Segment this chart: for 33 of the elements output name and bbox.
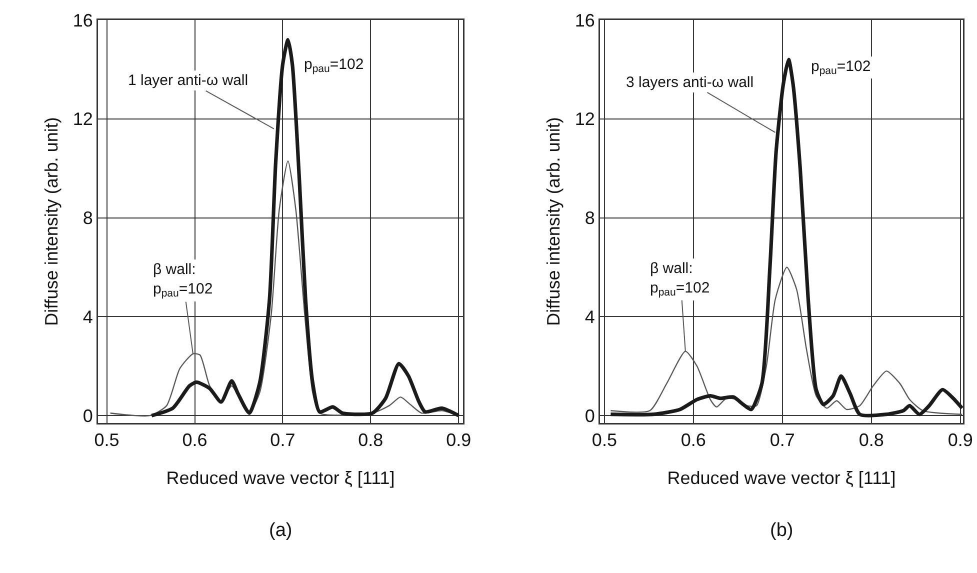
x-tick-label: 0.7	[770, 430, 795, 450]
annotation: 3 layers anti-ω wall	[626, 74, 754, 91]
y-tick-label: 0	[584, 406, 595, 426]
y-axis-title: Diffuse intensity (arb. unit)	[41, 117, 62, 326]
x-tick-label: 0.8	[358, 430, 384, 450]
x-tick-label: 0.9	[948, 430, 973, 450]
annotation: β wall: p$_{pau}$=102	[650, 260, 710, 299]
x-tick-label: 0.7	[270, 430, 296, 450]
y-tick-label: 12	[574, 109, 595, 130]
text: (b)	[770, 520, 794, 541]
y-tick-label: 8	[584, 208, 595, 228]
x-tick-label: 0.9	[446, 430, 472, 450]
text: (a)	[269, 520, 292, 541]
annotation: β wall: p$_{pau}$=102	[153, 261, 213, 300]
annotation: 1 layer anti-ω wall	[128, 72, 248, 89]
y-axis-title: Diffuse intensity (arb. unit)	[543, 117, 564, 326]
annotation: p$_{pau}$=102	[304, 56, 364, 76]
y-tick-label: 4	[82, 306, 93, 327]
x-tick-label: 0.6	[182, 430, 208, 450]
y-tick-label: 16	[574, 10, 595, 30]
y-tick-label: 0	[82, 406, 93, 426]
x-tick-label: 0.6	[680, 430, 706, 450]
x-axis-title: Reduced wave vector ξ [111]	[166, 468, 395, 488]
annotation: p$_{pau}$=102	[811, 58, 871, 78]
y-tick-label: 12	[72, 109, 93, 130]
x-tick-label: 0.5	[94, 430, 120, 450]
y-tick-label: 4	[584, 306, 595, 327]
line-series	[608, 58, 963, 418]
x-axis-title: Reduced wave vector ξ [111]	[667, 468, 896, 488]
y-tick-label: 8	[82, 208, 93, 228]
y-tick-label: 16	[72, 10, 93, 30]
x-tick-label: 0.8	[858, 430, 884, 450]
x-tick-label: 0.5	[592, 430, 617, 450]
